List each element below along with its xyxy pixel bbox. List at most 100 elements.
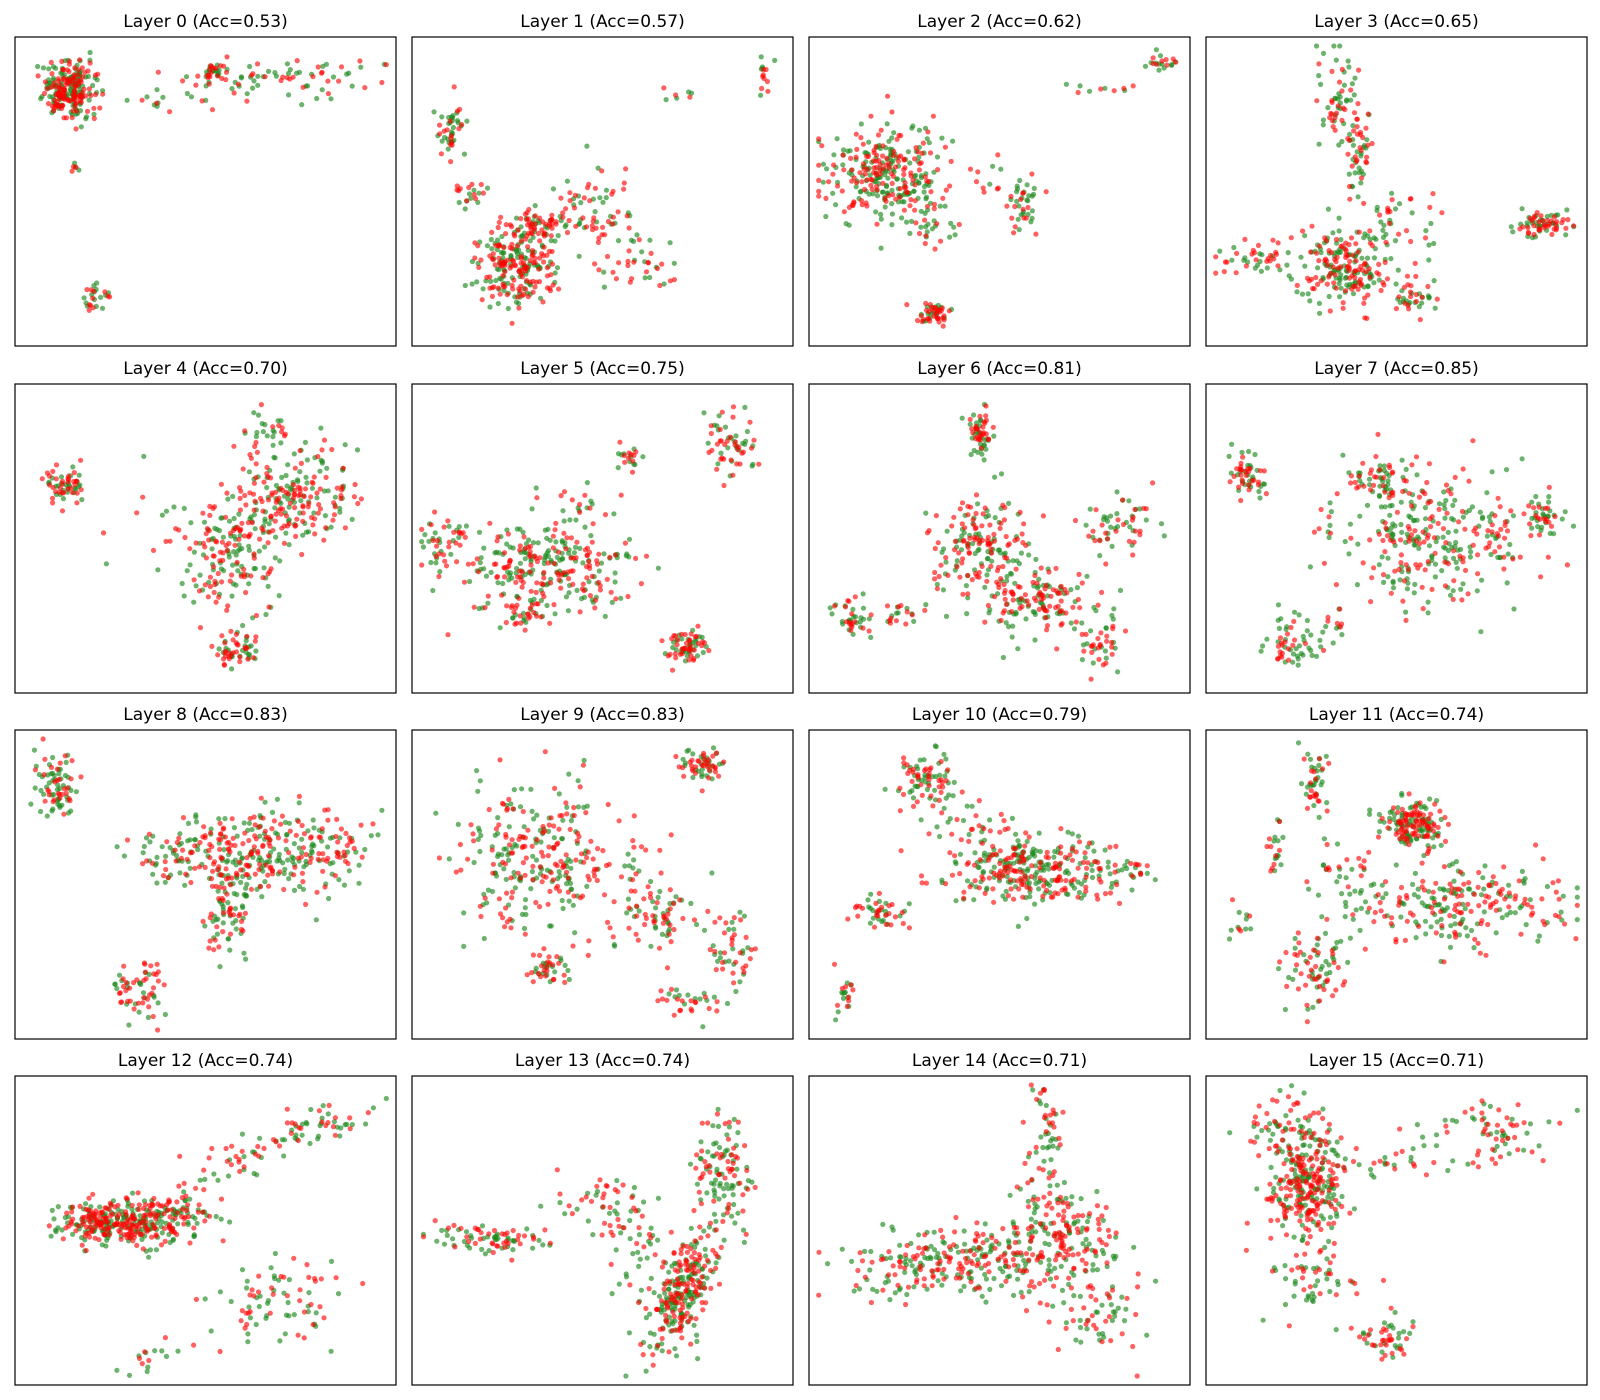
scatter-point-red: [73, 478, 79, 485]
scatter-point-green: [913, 172, 919, 178]
scatter-point-red: [236, 859, 242, 865]
scatter-point-red: [842, 604, 849, 610]
scatter-point-red: [602, 232, 608, 238]
scatter-point-green: [246, 543, 252, 549]
scatter-point-red: [220, 910, 226, 916]
layer-1-points: [431, 54, 778, 326]
scatter-point-green: [1377, 463, 1383, 469]
scatter-point-green: [201, 519, 208, 525]
scatter-point-green: [1293, 646, 1299, 652]
scatter-point-red: [281, 433, 288, 439]
scatter-point-red: [672, 651, 679, 657]
scatter-point-red: [245, 520, 251, 526]
scatter-point-green: [584, 803, 590, 809]
scatter-point-green: [229, 666, 235, 672]
scatter-point-green: [858, 615, 864, 621]
scatter-point-green: [1023, 616, 1029, 622]
scatter-point-green: [834, 136, 840, 142]
scatter-point-green: [852, 614, 859, 620]
scatter-point-red: [50, 468, 56, 474]
scatter-point-red: [277, 869, 283, 875]
scatter-point-green: [1083, 522, 1089, 528]
scatter-point-red: [1378, 287, 1384, 294]
scatter-point-red: [487, 520, 493, 526]
scatter-point-green: [866, 191, 872, 197]
scatter-point-green: [526, 537, 532, 543]
scatter-point-red: [551, 823, 557, 829]
scatter-point-red: [238, 488, 244, 494]
scatter-point-green: [309, 843, 315, 849]
scatter-point-red: [943, 187, 949, 193]
scatter-point-green: [572, 930, 578, 936]
scatter-point-red: [851, 199, 857, 205]
scatter-point-green: [916, 154, 922, 160]
scatter-point-green: [1404, 586, 1410, 592]
scatter-point-red: [1017, 509, 1023, 515]
scatter-point-green: [661, 281, 667, 287]
scatter-point-green: [1551, 531, 1557, 537]
scatter-point-red: [537, 238, 543, 244]
scatter-point-red: [248, 72, 255, 78]
scatter-point-green: [287, 67, 293, 73]
scatter-point-green: [529, 506, 535, 512]
scatter-point-green: [904, 219, 910, 225]
scatter-point-red: [1382, 549, 1388, 555]
scatter-point-red: [1540, 217, 1546, 224]
scatter-point-red: [934, 586, 941, 592]
scatter-point-red: [502, 861, 508, 867]
scatter-point-red: [1004, 555, 1010, 561]
scatter-point-red: [936, 573, 942, 580]
scatter-point-red: [1489, 522, 1495, 528]
scatter-point-red: [638, 581, 645, 587]
scatter-point-red: [884, 603, 891, 609]
scatter-point-green: [1507, 541, 1513, 548]
scatter-point-red: [1427, 516, 1433, 522]
scatter-point-green: [1441, 489, 1447, 495]
scatter-point-red: [35, 73, 41, 79]
scatter-point-green: [1016, 203, 1022, 209]
scatter-point-green: [975, 547, 981, 554]
scatter-point-red: [500, 801, 506, 807]
scatter-point-red: [512, 233, 518, 239]
scatter-point-red: [1021, 521, 1027, 527]
scatter-point-red: [182, 534, 188, 541]
scatter-point-red: [487, 285, 493, 291]
scatter-point-red: [961, 537, 967, 544]
scatter-point-red: [1163, 57, 1169, 63]
scatter-point-red: [141, 995, 147, 1001]
scatter-point-red: [1345, 136, 1351, 142]
scatter-point-red: [57, 85, 63, 91]
scatter-point-red: [242, 428, 248, 434]
scatter-point-green: [1508, 224, 1514, 230]
scatter-point-red: [630, 458, 636, 464]
scatter-point-green: [961, 530, 967, 536]
scatter-point-red: [260, 527, 266, 533]
scatter-point-red: [1429, 586, 1435, 593]
scatter-point-red: [859, 202, 865, 208]
scatter-point-green: [1115, 669, 1121, 675]
scatter-point-green: [586, 579, 592, 585]
scatter-point-red: [1369, 140, 1375, 147]
scatter-point-green: [1392, 206, 1399, 212]
scatter-point-green: [923, 602, 929, 608]
scatter-point-red: [219, 75, 225, 81]
scatter-point-red: [176, 527, 182, 533]
scatter-point-green: [1451, 555, 1457, 562]
scatter-point-red: [508, 850, 514, 856]
scatter-point-red: [545, 853, 551, 859]
scatter-point-red: [669, 667, 676, 673]
scatter-point-red: [205, 594, 211, 600]
scatter-point-green: [1505, 551, 1511, 557]
scatter-point-red: [59, 481, 65, 487]
scatter-point-red: [62, 96, 68, 102]
scatter-point-red: [610, 269, 616, 275]
scatter-point-green: [521, 925, 528, 932]
scatter-point-red: [223, 866, 229, 872]
scatter-point-green: [1090, 660, 1096, 666]
scatter-point-green: [1454, 565, 1460, 571]
scatter-point-red: [243, 589, 249, 596]
scatter-point-red: [973, 510, 979, 517]
scatter-point-red: [61, 811, 67, 817]
scatter-point-red: [976, 436, 982, 442]
scatter-point-green: [931, 169, 937, 175]
